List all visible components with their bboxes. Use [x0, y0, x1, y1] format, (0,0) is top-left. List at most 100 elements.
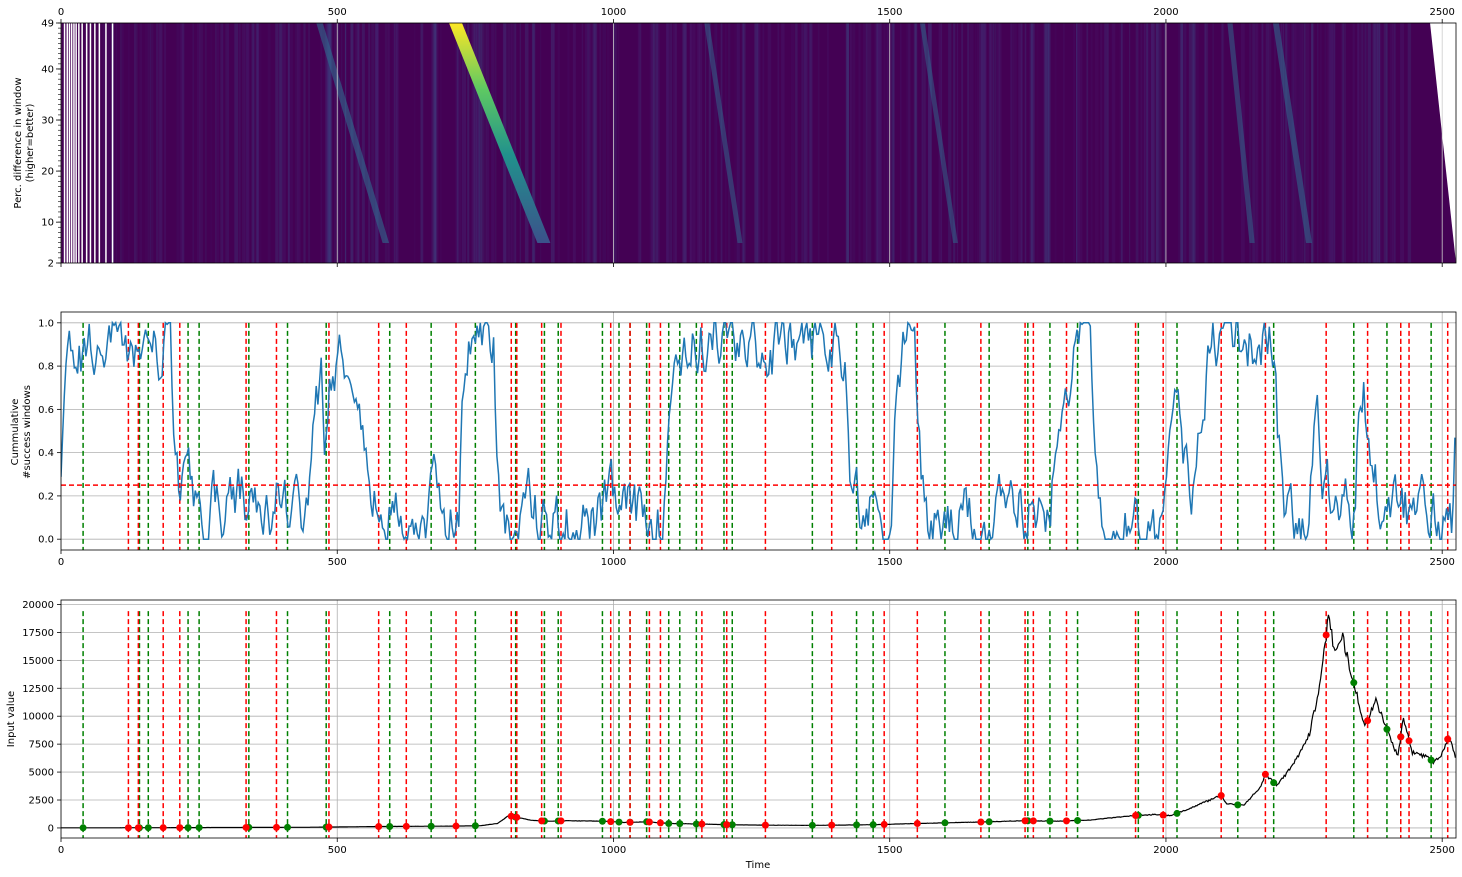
heatmap-streak: [878, 23, 883, 263]
heatmap-streak: [639, 23, 641, 263]
heatmap-streak: [1073, 23, 1075, 263]
heatmap-streak: [368, 23, 371, 263]
heatmap-streak: [865, 23, 868, 263]
heatmap-streak: [1031, 23, 1033, 263]
buy-marker: [184, 824, 192, 832]
heatmap-streak: [1188, 23, 1193, 263]
heatmap-streak: [275, 23, 279, 263]
heatmap-streak: [320, 23, 322, 263]
heatmap-streak: [721, 23, 723, 263]
heatmap-streak: [913, 23, 917, 263]
buy-marker: [1046, 817, 1054, 825]
heatmap-streak: [790, 23, 795, 263]
sell-marker: [880, 820, 888, 828]
ytick-label: 0.4: [38, 448, 54, 459]
sell-marker: [1364, 717, 1372, 725]
heatmap-streak: [1252, 23, 1256, 263]
heatmap-streak: [540, 23, 542, 263]
heatmap-streak: [669, 23, 672, 263]
heatmap-streak: [220, 23, 224, 263]
heatmap-streak: [900, 23, 902, 263]
heatmap-streak: [593, 23, 598, 263]
heatmap-streak: [159, 23, 163, 263]
heatmap-hotspot-3: [919, 23, 958, 243]
heatmap-streak: [461, 23, 463, 263]
heatmap-streak: [1095, 23, 1099, 263]
heatmap-streak: [979, 23, 984, 263]
heatmap-ytick-label: 40: [41, 64, 54, 75]
buy-marker: [1173, 809, 1181, 817]
heatmap-streak: [743, 23, 746, 263]
heatmap-streak: [757, 23, 761, 263]
heatmap-streak: [607, 23, 610, 263]
heatmap-streak: [1342, 23, 1344, 263]
heatmap-streak: [395, 23, 398, 263]
heatmap-streak: [551, 23, 555, 263]
heatmap-empty-region: [1430, 23, 1456, 263]
heatmap-gap: [98, 23, 101, 263]
heatmap-streak: [1389, 23, 1393, 263]
heatmap-streak: [978, 23, 980, 263]
heatmap-streak: [715, 23, 718, 263]
heatmap-streak: [567, 23, 570, 263]
heatmap-hotspot-1: [449, 23, 551, 243]
heatmap-streak: [996, 23, 999, 263]
heatmap-streak: [852, 23, 856, 263]
heatmap-ytick-label: 30: [41, 116, 54, 127]
heatmap-streak: [491, 23, 495, 263]
heatmap-streak: [956, 23, 958, 263]
heatmap-streak: [128, 23, 130, 263]
heatmap-gap: [105, 23, 107, 263]
heatmap-streak: [649, 23, 654, 263]
heatmap-streak: [350, 23, 353, 263]
heatmap-streak: [801, 23, 803, 263]
heatmap-streak: [1143, 23, 1146, 263]
heatmap-streak: [802, 23, 805, 263]
heatmap-streak: [361, 23, 365, 263]
heatmap-streak: [929, 23, 932, 263]
heatmap-streak: [205, 23, 207, 263]
success-ylabel-line1: Cummulative: [10, 399, 21, 466]
heatmap-streak: [431, 23, 433, 263]
heatmap-streak: [998, 23, 1002, 263]
heatmap-gap: [75, 23, 77, 263]
heatmap-streak: [471, 23, 475, 263]
heatmap-streak: [433, 23, 437, 263]
buy-marker: [869, 821, 877, 829]
sell-marker: [507, 812, 515, 820]
heatmap-streak: [1299, 23, 1304, 263]
sell-marker: [1444, 735, 1452, 743]
heatmap-streak: [804, 23, 808, 263]
heatmap-streak: [241, 23, 244, 263]
heatmap-streak: [1029, 23, 1034, 263]
heatmap-streak: [654, 23, 658, 263]
heatmap-streak: [1196, 23, 1199, 263]
heatmap-streak: [1121, 23, 1123, 263]
sell-marker: [513, 813, 521, 821]
buy-marker: [79, 824, 87, 832]
heatmap-streak: [1296, 23, 1300, 263]
heatmap-gap: [73, 23, 75, 263]
heatmap-streak: [303, 23, 306, 263]
heatmap-streak: [1024, 23, 1027, 263]
buy-marker: [598, 817, 606, 825]
heatmap-streak: [1393, 23, 1396, 263]
heatmap-streak: [336, 23, 339, 263]
heatmap-streak: [1156, 23, 1159, 263]
heatmap-streak: [1076, 23, 1078, 263]
heatmap-streak: [327, 23, 331, 263]
heatmap-streak: [906, 23, 910, 263]
heatmap-streak: [809, 23, 811, 263]
heatmap-streak: [956, 23, 959, 263]
heatmap-streak: [1324, 23, 1327, 263]
sell-marker: [134, 824, 142, 832]
heatmap-streak: [225, 23, 229, 263]
heatmap-streak: [462, 23, 466, 263]
heatmap-streak: [742, 23, 744, 263]
heatmap-streak: [439, 23, 442, 263]
heatmap-streak: [435, 23, 439, 263]
heatmap-streak: [327, 23, 332, 263]
heatmap-streak: [734, 23, 736, 263]
sell-marker: [272, 823, 280, 831]
heatmap-ylabel-line1: Perc. difference in window: [13, 77, 24, 208]
